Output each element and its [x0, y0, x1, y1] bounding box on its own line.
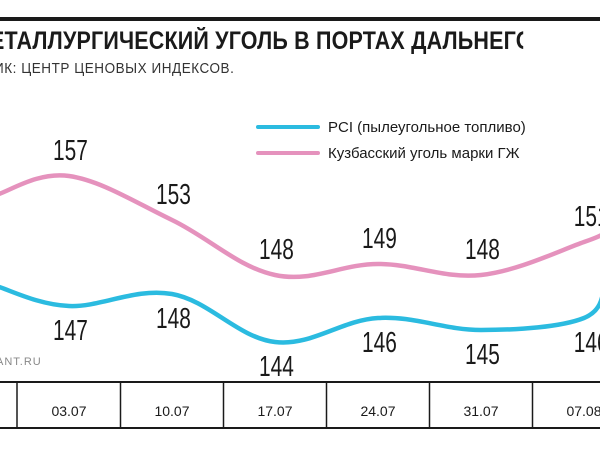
x-tick-label: 10.07	[154, 403, 189, 419]
data-label-gzh: 151	[574, 201, 600, 233]
data-label-pci: 148	[156, 303, 191, 335]
data-label-pci: 146	[362, 327, 397, 359]
data-label-gzh: 153	[156, 179, 191, 211]
x-tick-label: 24.07	[360, 403, 395, 419]
data-labels: 147 148 144 146 145 146 157 153 148 149 148 151	[53, 135, 600, 383]
series-lines	[0, 173, 600, 345]
data-label-gzh: 149	[362, 223, 397, 255]
chart-title: ЕТАЛЛУРГИЧЕСКИЙ УГОЛЬ В ПОРТАХ ДАЛЬНЕГО	[0, 27, 524, 55]
data-label-gzh: 148	[259, 234, 294, 266]
credit-label: ANT.RU	[0, 356, 42, 368]
legend: PCI (пылеугольное топливо) Кузбасский уг…	[256, 119, 526, 162]
x-tick-label: 17.07	[257, 403, 292, 419]
data-label-pci: 144	[259, 351, 294, 383]
x-axis: 03.07 10.07 17.07 24.07 31.07 07.08	[0, 381, 600, 429]
series-line-pci	[0, 284, 600, 345]
x-tick-label: 07.08	[566, 403, 600, 419]
x-tick-label: 31.07	[463, 403, 498, 419]
legend-label-pci: PCI (пылеугольное топливо)	[328, 119, 526, 136]
x-tick-label: 03.07	[51, 403, 86, 419]
series-line-gzh	[0, 173, 600, 280]
top-rule	[0, 17, 600, 21]
chart-source: ИК: ЦЕНТР ЦЕНОВЫХ ИНДЕКСОВ.	[0, 60, 235, 77]
data-label-gzh: 148	[465, 234, 500, 266]
data-label-pci: 146	[574, 327, 600, 359]
data-label-gzh: 157	[53, 135, 88, 167]
data-label-pci: 145	[465, 339, 500, 371]
data-label-pci: 147	[53, 315, 88, 347]
legend-label-gzh: Кузбасский уголь марки ГЖ	[328, 145, 520, 162]
